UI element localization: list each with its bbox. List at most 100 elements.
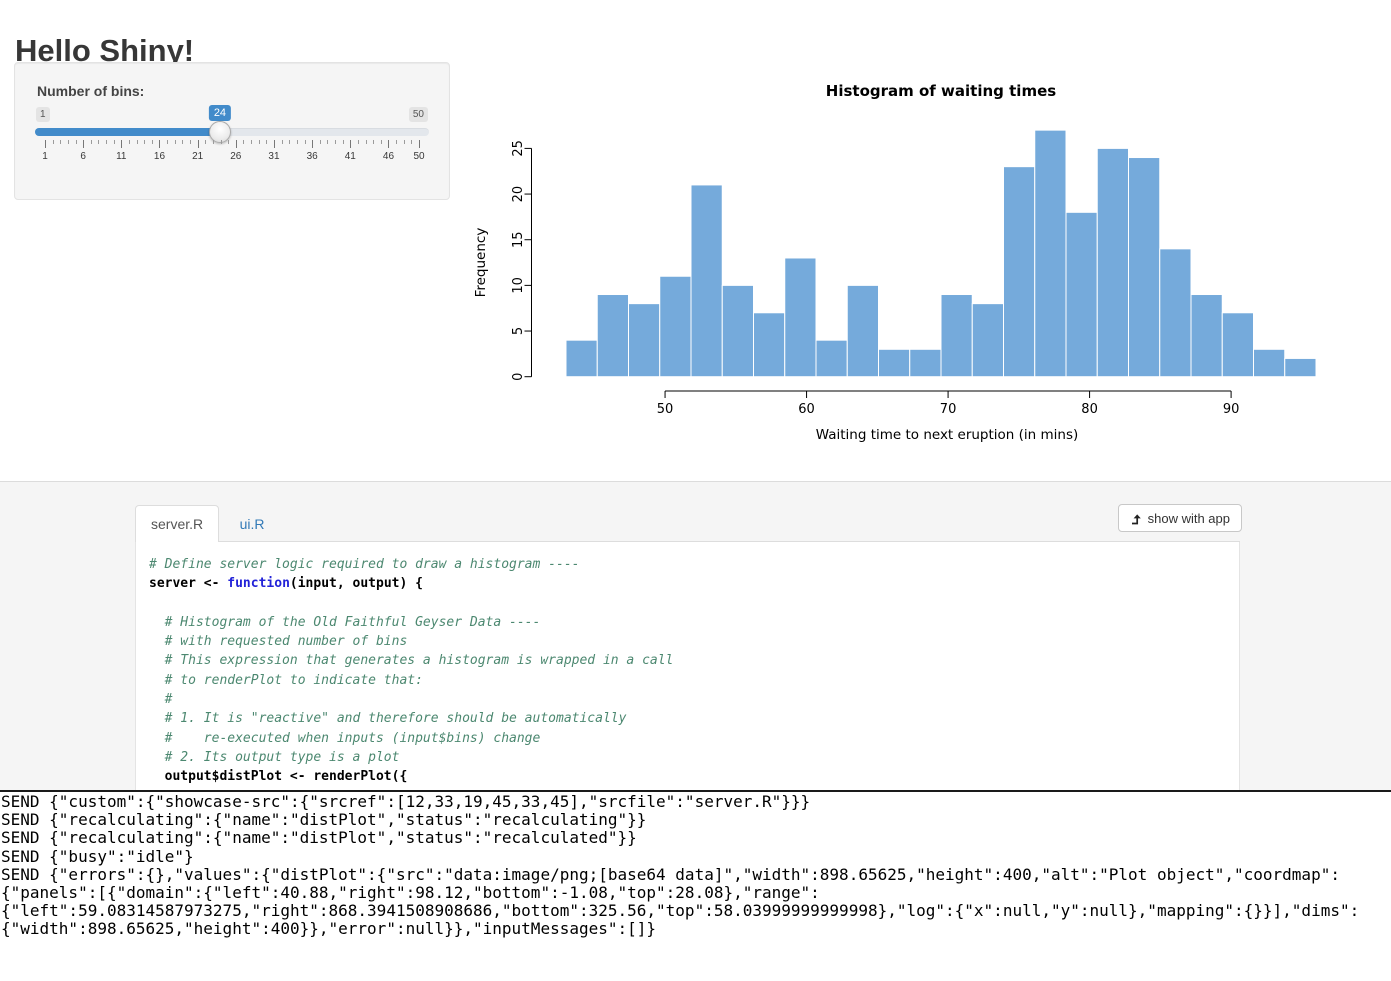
sidebar-panel: Number of bins: 1 50 24 1 6 11 16 21 26 31 36 41… (14, 62, 450, 200)
x-tick-label: 70 (940, 402, 957, 417)
slider-grid-tick (388, 140, 390, 148)
slider-grid-label: 1 (42, 151, 48, 162)
slider-grid-tick (312, 140, 314, 148)
histogram-bar (753, 312, 786, 378)
histogram-bar (1065, 211, 1098, 378)
slider-grid-label: 41 (344, 151, 356, 162)
code-line: # 2. Its output type is a plot (149, 748, 1239, 767)
console-line: SEND {"custom":{"showcase-src":{"srcref"… (1, 792, 811, 811)
histogram-bar (1034, 129, 1067, 378)
slider-grid-label: 31 (268, 151, 280, 162)
console-line: SEND {"recalculating":{"name":"distPlot"… (1, 828, 637, 848)
slider-grid-tick (365, 140, 367, 144)
slider-grid-tick (45, 140, 46, 148)
console-line: SEND {"recalculating":{"name":"distPlot"… (1, 810, 647, 830)
y-tick-label: 0 (511, 373, 526, 381)
slider-track[interactable] (35, 128, 429, 136)
slider-grid-tick (60, 140, 62, 144)
code-line: # Histogram of the Old Faithful Geyser D… (149, 613, 1239, 632)
slider-max-label: 50 (408, 107, 428, 122)
tab-server-r[interactable]: server.R (135, 505, 220, 544)
slider-grid-tick (151, 140, 153, 144)
slider-grid-tick (212, 140, 214, 144)
console-log: SEND {"custom":{"showcase-src":{"srcref"… (0, 790, 1391, 981)
x-axis-title: Waiting time to next eruption (in mins) (816, 427, 1079, 443)
code-token: # to renderPlot to indicate that: (149, 672, 423, 688)
slider-grid-tick (52, 140, 54, 144)
slider-grid-tick (296, 140, 298, 144)
slider-grid-label: 36 (306, 151, 318, 162)
slider-grid-tick (373, 140, 375, 144)
slider-grid-tick (251, 140, 253, 144)
slider-grid-label: 26 (230, 151, 242, 162)
console-line: SEND {"errors":{},"values":{"distPlot":{… (1, 864, 1340, 884)
slider-grid-tick (235, 140, 237, 148)
console-line: {"panels":[{"domain":{"left":40.88,"righ… (1, 883, 820, 903)
console-line: {"left":59.08314587973275,"right":868.39… (1, 901, 1360, 921)
page-title: Hello Shiny! (15, 32, 195, 68)
level-up-arrow-icon (1131, 513, 1141, 524)
y-tick-label: 25 (511, 140, 526, 157)
histogram-bar (1253, 348, 1286, 378)
x-tick-label: 50 (657, 402, 674, 417)
code-token: # with requested number of bins (149, 634, 408, 650)
code-line: # This expression that generates a histo… (149, 651, 1239, 670)
slider-grid-tick (327, 140, 329, 144)
slider-grid-tick (190, 140, 192, 144)
slider-grid-label: 46 (382, 151, 395, 162)
slider-grid-tick (182, 140, 184, 144)
y-axis-title: Frequency (473, 228, 489, 298)
slider-grid-tick (258, 140, 260, 144)
slider-grid-label: 11 (116, 151, 127, 162)
histogram-bar (784, 257, 817, 378)
plot-title: Histogram of waiting times (826, 82, 1056, 100)
histogram-bar (690, 184, 723, 378)
code-line: # with requested number of bins (149, 632, 1239, 651)
slider-grid-tick (335, 140, 337, 144)
code-token: # This expression that generates a histo… (149, 653, 674, 669)
x-tick-label: 90 (1223, 402, 1240, 417)
slider-value-badge: 24 (208, 105, 232, 121)
code-token: output$distPlot <- renderPlot({ (149, 769, 408, 785)
slider-grid-label: 16 (153, 151, 166, 162)
show-with-app-button[interactable]: show with app (1117, 504, 1242, 532)
slider-grid-tick (90, 140, 92, 144)
slider-grid-tick (205, 140, 207, 144)
code-token: # re-executed when inputs (input$bins) c… (149, 730, 541, 746)
slider-grid-tick (289, 140, 291, 144)
histogram-bar (909, 348, 942, 378)
show-with-app-label: show with app (1147, 510, 1230, 526)
slider-grid-tick (83, 140, 85, 148)
slider-grid-tick (396, 140, 398, 144)
code-line: # (149, 690, 1239, 709)
code-line: # re-executed when inputs (input$bins) c… (149, 729, 1239, 748)
slider-grid-tick (350, 140, 352, 148)
tab-ui-r[interactable]: ui.R (239, 516, 265, 532)
slider-grid-tick (98, 140, 100, 144)
code-token: function (227, 576, 290, 592)
showcase-panel: server.R ui.R show with app # Define ser… (0, 481, 1391, 791)
console-line: {"width":898.65625,"height":400}},"error… (1, 919, 657, 939)
y-tick-label: 20 (511, 186, 526, 203)
slider-grid-tick (197, 140, 199, 148)
histogram-bar (596, 294, 629, 378)
code-line: # Define server logic required to draw a… (149, 555, 1239, 574)
slider-grid-label: 6 (80, 151, 86, 162)
slider-grid-tick (75, 140, 77, 144)
code-panel: # Define server logic required to draw a… (135, 542, 1240, 791)
slider-handle[interactable] (208, 121, 231, 143)
code-token: server <- (149, 576, 228, 592)
slider-grid-tick (159, 140, 161, 148)
code-token: # Define server logic required to draw a… (149, 557, 580, 572)
slider-grid-tick (121, 140, 123, 148)
slider-grid-tick (419, 140, 420, 148)
slider-min-label: 1 (36, 107, 50, 122)
slider-grid-tick (380, 140, 382, 144)
slider-grid-label: 21 (192, 151, 204, 162)
slider-grid-tick (106, 140, 108, 144)
histogram-plot: 0 5 10 15 20 25 Frequency 50 60 70 80 90 Waiting tim… (473, 82, 1317, 443)
code-token: # (149, 692, 173, 708)
slider-fill (35, 128, 220, 136)
slider-grid-tick (128, 140, 130, 144)
slider-grid-tick (228, 140, 230, 144)
